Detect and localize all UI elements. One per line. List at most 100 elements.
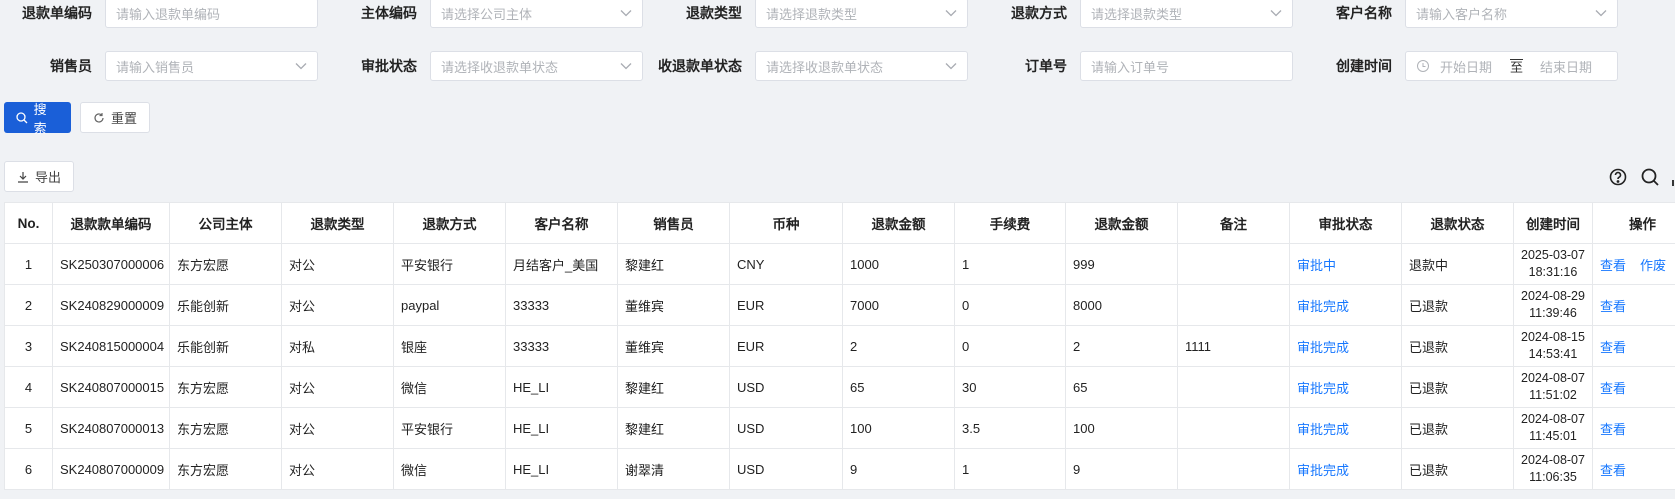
table-cell: 对公 [281, 243, 394, 285]
table-cell: 微信 [393, 366, 506, 408]
cell-text: 0 [962, 297, 970, 313]
filter-input[interactable]: 请选择公司主体 [430, 0, 643, 28]
table-cell: 2024-08-29 11:39:46 [1513, 284, 1593, 326]
cell-text: 4 [24, 379, 33, 395]
cell-text: 董维宾 [625, 298, 665, 314]
table-cell: CNY [729, 243, 843, 285]
approval-status[interactable]: 审批中 [1297, 257, 1337, 273]
table-cell: 2 [842, 325, 955, 367]
placeholder: 请输入退款单编码 [116, 6, 221, 22]
table-cell: 月结客户_美国 [505, 243, 618, 285]
cell-text: 已退款 [1409, 380, 1449, 396]
placeholder: 请选择退款类型 [1091, 6, 1183, 22]
filter-input[interactable]: 请输入销售员 [105, 51, 318, 81]
filter-label: 退款类型 [686, 5, 742, 21]
search-label: 搜索 [33, 101, 47, 136]
filter-item: 退款单编码 请输入退款单编码 [0, 0, 318, 29]
table-cell: 100 [1065, 407, 1178, 449]
table-row: 2 SK240829000009 乐能创新 对公 paypal 33333 董维宾 EUR 70… [4, 284, 1675, 326]
column-header: 退款类型 [281, 202, 394, 244]
table-cell: 查看 [1592, 366, 1675, 408]
table-cell: EUR [729, 284, 843, 326]
table-cell: 东方宏愿 [169, 407, 282, 449]
cell-text: 65 [1073, 379, 1088, 395]
table-row: 5 SK240807000013 东方宏愿 对公 平安银行 HE_LI 黎建红 USD 100 3… [4, 407, 1675, 449]
approval-status[interactable]: 审批完成 [1297, 298, 1350, 314]
table-cell: 审批完成 [1289, 366, 1402, 408]
filter-item: 退款类型 请选择退款类型 [650, 0, 968, 29]
action-link[interactable]: 查看 [1600, 462, 1627, 478]
column-header: 退款状态 [1401, 202, 1514, 244]
action-link[interactable]: 查看 [1600, 339, 1627, 355]
column-header: 销售员 [617, 202, 730, 244]
filter-item: 审批状态 请选择收退款单状态 [325, 50, 643, 82]
cell-text: 33333 [513, 297, 550, 313]
approval-status[interactable]: 审批完成 [1297, 421, 1350, 437]
table-cell: 黎建红 [617, 366, 730, 408]
cell-text: HE_LI [513, 420, 550, 436]
cell-text: 999 [1073, 256, 1095, 272]
table-cell: SK240807000013 [52, 407, 170, 449]
reset-button[interactable]: 重置 [80, 102, 151, 133]
table-cell: 8000 [1065, 284, 1178, 326]
filter-item: 订单号 请输入订单号 [975, 50, 1293, 82]
placeholder: 请输入销售员 [116, 59, 195, 75]
cell-text: 33333 [513, 338, 550, 354]
created-time: 11:06:35 [1529, 470, 1577, 484]
cell-text: 平安银行 [401, 421, 454, 437]
filter-input[interactable]: 请选择收退款单状态 [430, 51, 643, 81]
export-button[interactable]: 导出 [4, 161, 75, 192]
table-cell: 东方宏愿 [169, 448, 282, 490]
action-link[interactable]: 查看 [1600, 421, 1627, 437]
filter-input[interactable]: 开始日期 至结束日期 [1405, 51, 1618, 81]
table-cell: 黎建红 [617, 243, 730, 285]
table-cell: 2024-08-07 11:06:35 [1513, 448, 1593, 490]
table-cell: 乐能创新 [169, 325, 282, 367]
table-cell: 2024-08-15 14:53:41 [1513, 325, 1593, 367]
approval-status[interactable]: 审批完成 [1297, 339, 1350, 355]
approval-status[interactable]: 审批完成 [1297, 380, 1350, 396]
filter-input[interactable]: 请选择收退款单状态 [755, 51, 968, 81]
table-cell: 审批完成 [1289, 325, 1402, 367]
filter-input[interactable]: 请输入退款单编码 [105, 0, 318, 28]
created-time: 2024-08-07 [1521, 453, 1585, 467]
action-link[interactable]: 查看 [1600, 298, 1627, 314]
table-cell: paypal [393, 284, 506, 326]
search-button[interactable]: 搜索 [4, 102, 71, 136]
cell-text: 30 [962, 379, 977, 395]
approval-status[interactable]: 审批完成 [1297, 462, 1350, 478]
table-cell: 100 [842, 407, 955, 449]
created-time: 11:39:46 [1529, 306, 1577, 320]
placeholder: 请选择收退款单状态 [441, 59, 559, 75]
table-cell: 查看 [1592, 284, 1675, 326]
action-link[interactable]: 作废 [1640, 257, 1667, 273]
table-cell: 9 [1065, 448, 1178, 490]
table-cell: 退款中 [1401, 243, 1514, 285]
created-time: 2024-08-07 [1521, 371, 1585, 385]
action-link[interactable]: 查看 [1600, 380, 1627, 396]
column-header: 备注 [1177, 202, 1290, 244]
date-end: 结束日期 [1540, 59, 1593, 75]
filter-input[interactable]: 请选择退款类型 [1080, 0, 1293, 28]
filter-label: 客户名称 [1336, 5, 1392, 21]
filter-input[interactable]: 请选择退款类型 [755, 0, 968, 28]
cell-text: 9 [1073, 461, 1081, 477]
created-time: 2025-03-07 [1521, 248, 1585, 262]
filter-input[interactable]: 请输入订单号 [1080, 51, 1293, 81]
filter-input[interactable]: 请输入客户名称 [1405, 0, 1618, 28]
table-cell [1177, 448, 1290, 490]
action-link[interactable]: 查看 [1600, 257, 1627, 273]
cell-text: HE_LI [513, 379, 550, 395]
cell-text: 已退款 [1409, 421, 1449, 437]
table-cell: USD [729, 407, 843, 449]
cell-text: SK240829000009 [60, 297, 165, 313]
table-cell: EUR [729, 325, 843, 367]
cell-text: 1 [24, 256, 33, 272]
dropdown-arrow [620, 10, 632, 17]
table-row: 4 SK240807000015 东方宏愿 对公 微信 HE_LI 黎建红 USD 65 30 65… [4, 366, 1675, 408]
table-cell [1177, 284, 1290, 326]
table-cell: 2025-03-07 18:31:16 [1513, 243, 1593, 285]
table-container: No. 退款款单编码 公司主体 退款类型 退款方式 客户名称 销售员 币种 退款金额 手续费 退款金… [4, 202, 1675, 490]
table-cell: 查看 作废 [1592, 243, 1675, 285]
dropdown-arrow [620, 63, 632, 70]
